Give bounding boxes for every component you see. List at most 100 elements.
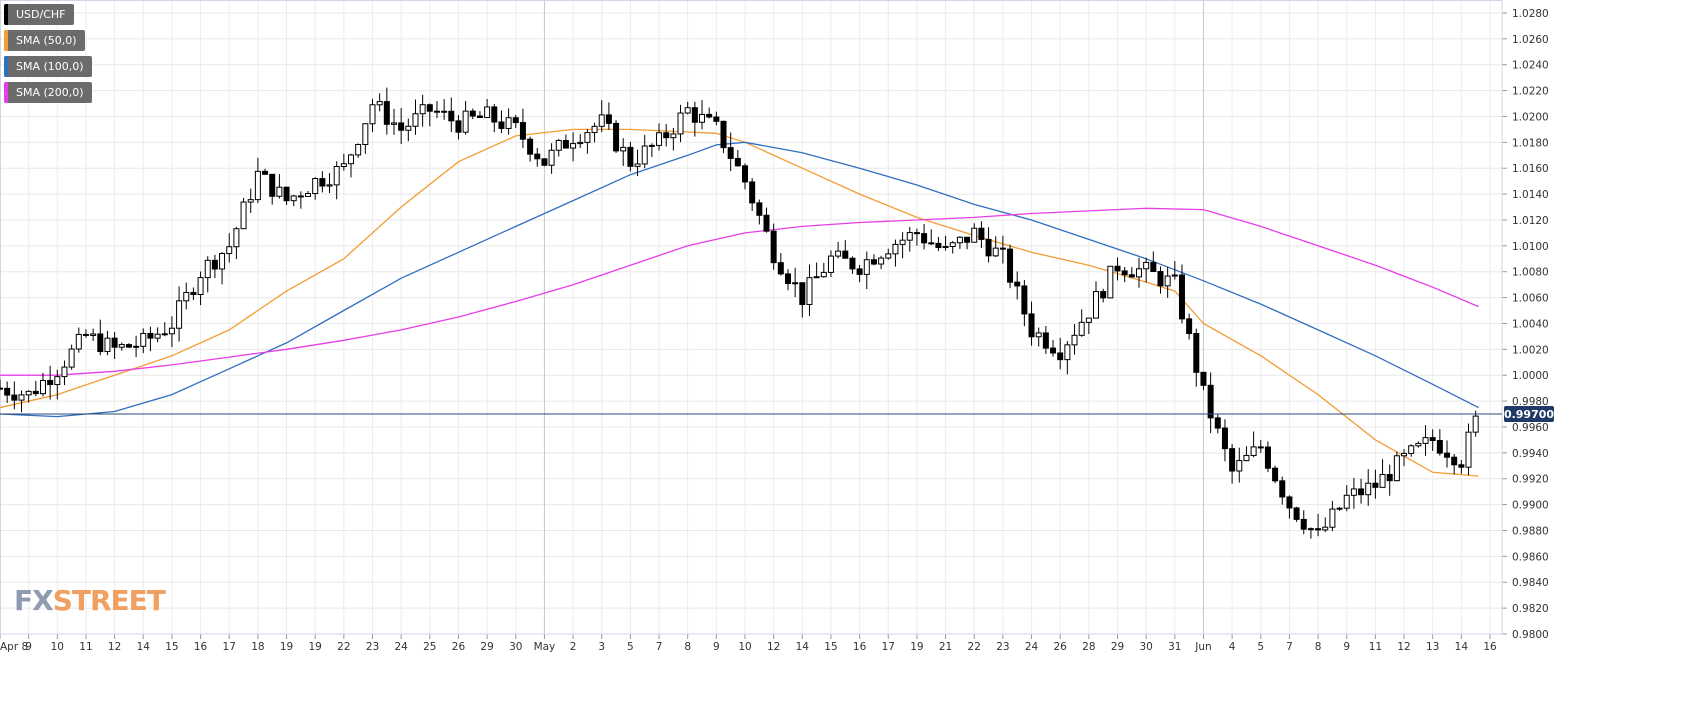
candle-body [1393, 455, 1400, 482]
candle-body [505, 117, 512, 129]
x-tick-label: 28 [1082, 641, 1095, 653]
x-tick-label: 22 [968, 641, 981, 653]
candle-body [25, 390, 32, 396]
candle-body [161, 333, 168, 336]
x-tick-label: 17 [882, 641, 895, 653]
candle-body [376, 101, 383, 106]
candle-body [935, 242, 942, 249]
candle-body [620, 146, 627, 152]
candle-body [1436, 440, 1443, 454]
candle-body [426, 104, 433, 112]
legend-swatch-sma100 [4, 56, 8, 77]
x-tick-label: 11 [79, 641, 92, 653]
candle-body [749, 181, 756, 204]
candle-body [125, 344, 132, 348]
candle-body [663, 132, 670, 139]
x-tick-label: 16 [194, 641, 208, 653]
candle-body [956, 236, 963, 244]
x-tick-label: 10 [51, 641, 64, 653]
candle-body [168, 327, 175, 335]
x-tick-label: 23 [366, 641, 379, 653]
candle-body [899, 239, 906, 245]
candle-body [641, 145, 648, 165]
x-tick-label: 18 [251, 641, 264, 653]
candle-body [462, 110, 469, 133]
legend-item-sma200[interactable]: SMA (200,0) [4, 82, 92, 103]
candle-body [82, 333, 89, 336]
x-tick-label: 16 [853, 641, 867, 653]
legend-item-sma100[interactable]: SMA (100,0) [4, 56, 92, 77]
candle-body [1293, 507, 1300, 520]
candle-body [1207, 384, 1214, 419]
candle-body [820, 271, 827, 278]
y-tick-label: 0.9840 [1512, 577, 1549, 589]
candle-body [541, 158, 548, 166]
candle-body [1329, 508, 1336, 528]
x-tick-label: 9 [25, 641, 32, 653]
candle-body [570, 143, 577, 149]
candle-body [183, 291, 190, 302]
candle-body [913, 232, 920, 235]
logo-part-street: STREET [52, 584, 166, 617]
x-tick-label: 12 [108, 641, 121, 653]
candle-body [362, 123, 369, 145]
candle-body [634, 163, 641, 167]
x-tick-label: 30 [509, 641, 522, 653]
candle-body [763, 214, 770, 232]
x-tick-label: 24 [1025, 641, 1039, 653]
candle-body [1164, 275, 1171, 287]
candle-body [247, 199, 254, 203]
candle-body [104, 337, 111, 353]
y-tick-label: 1.0240 [1512, 60, 1549, 72]
legend-swatch-sma200 [4, 82, 8, 103]
candle-body [412, 113, 419, 127]
candle-body [1264, 446, 1271, 469]
x-tick-label: 12 [767, 641, 780, 653]
y-tick-label: 1.0280 [1512, 8, 1549, 20]
candle-body [441, 110, 448, 113]
y-tick-label: 1.0040 [1512, 318, 1549, 330]
candle-body [283, 186, 290, 202]
x-tick-label: 12 [1397, 641, 1410, 653]
candle-body [1472, 415, 1479, 433]
candle-body [1250, 446, 1257, 456]
candle-body [197, 277, 204, 296]
x-tick-label: 19 [309, 641, 322, 653]
y-tick-label: 1.0080 [1512, 267, 1549, 279]
y-tick-label: 1.0120 [1512, 215, 1549, 227]
candle-body [605, 114, 612, 124]
candle-body [656, 132, 663, 146]
candle-body [992, 247, 999, 257]
legend-label-sma100: SMA (100,0) [16, 60, 84, 73]
candle-body [1444, 452, 1451, 458]
candle-body [405, 125, 412, 131]
x-tick-label: 24 [394, 641, 408, 653]
candle-body [1085, 317, 1092, 323]
legend-item-usdchf[interactable]: USD/CHF [4, 4, 74, 25]
candle-body [297, 195, 304, 198]
candle-body [340, 163, 347, 167]
candle-body [842, 250, 849, 259]
candle-body [1193, 332, 1200, 373]
candle-body [878, 257, 885, 265]
x-tick-label: 25 [423, 641, 436, 653]
candle-body [928, 242, 935, 245]
candle-body [190, 291, 197, 296]
candle-body [1214, 417, 1221, 429]
candle-body [1257, 446, 1264, 449]
candle-body [1121, 270, 1128, 276]
candle-body [835, 250, 842, 257]
candle-body [1035, 332, 1042, 338]
candle-body [133, 345, 140, 348]
candle-body [706, 113, 713, 118]
legend-item-sma50[interactable]: SMA (50,0) [4, 30, 85, 51]
candle-body [827, 255, 834, 273]
candle-body [1128, 274, 1135, 278]
candle-body [383, 101, 390, 125]
candle-body [355, 143, 362, 156]
candle-body [204, 259, 211, 279]
candle-body [269, 173, 276, 197]
x-tick-label: 15 [165, 641, 178, 653]
candle-body [176, 300, 183, 329]
candle-body [519, 122, 526, 140]
